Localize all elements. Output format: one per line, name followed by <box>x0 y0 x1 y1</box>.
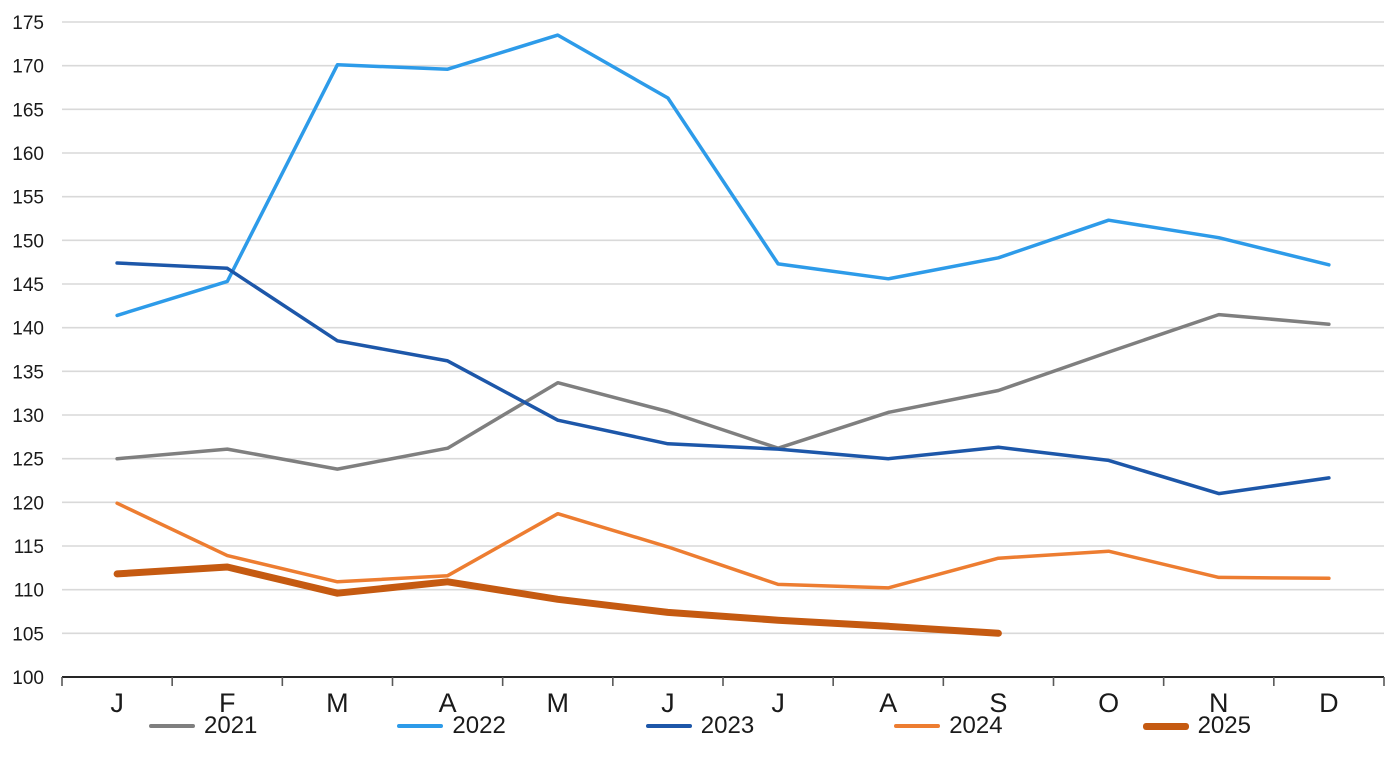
y-tick-label-135: 135 <box>12 362 44 383</box>
legend-label-2024: 2024 <box>949 712 1003 739</box>
legend-label-2022: 2022 <box>452 712 506 739</box>
legend-item-2022: 2022 <box>397 712 506 739</box>
y-tick-label-140: 140 <box>12 319 44 340</box>
x-month-label-9: S <box>989 688 1007 718</box>
x-month-label-6: J <box>661 688 675 718</box>
legend-label-2023: 2023 <box>700 712 755 739</box>
series-lines <box>113 33 1331 637</box>
series-line-2024 <box>115 501 1331 590</box>
x-month-label-3: M <box>326 688 349 718</box>
y-tick-label-125: 125 <box>12 450 44 471</box>
x-month-label-5: M <box>547 688 570 718</box>
x-month-label-4: A <box>439 688 457 718</box>
legend-swatch-2023 <box>645 724 692 728</box>
y-tick-label-170: 170 <box>12 57 44 78</box>
x-axis <box>61 676 1385 686</box>
legend-swatch-2021 <box>149 724 196 728</box>
legend-swatch-2024 <box>894 724 941 728</box>
y-tick-label-155: 155 <box>12 188 44 209</box>
y-tick-label-100: 100 <box>12 668 44 689</box>
y-tick-label-145: 145 <box>12 275 44 296</box>
legend-label-2025: 2025 <box>1197 712 1251 739</box>
y-tick-label-105: 105 <box>12 624 44 645</box>
legend-swatch-2022 <box>397 724 444 728</box>
x-month-label-1: J <box>110 688 124 718</box>
legend-item-2023: 2023 <box>645 712 755 739</box>
series-line-2022 <box>115 33 1331 318</box>
x-month-label-7: J <box>771 688 785 718</box>
legend-item-2025: 2025 <box>1142 712 1251 739</box>
y-tick-label-115: 115 <box>14 537 44 558</box>
x-month-label-11: N <box>1209 688 1229 718</box>
x-month-label-10: O <box>1098 688 1119 718</box>
y-axis-labels: 100 105 110 115 120 125 130 135 140 145 150 155 160 1… <box>12 13 44 689</box>
x-month-label-8: A <box>879 688 897 718</box>
legend-swatch-2025 <box>1142 722 1189 730</box>
y-tick-label-110: 110 <box>14 581 44 602</box>
y-tick-label-160: 160 <box>12 144 44 165</box>
series-line-2025 <box>113 563 1002 637</box>
series-line-2021 <box>115 312 1331 471</box>
chart-legend: 2021 2022 2023 2024 2025 <box>0 714 1400 738</box>
y-tick-label-150: 150 <box>12 231 44 252</box>
y-tick-label-130: 130 <box>12 406 44 427</box>
series-line-2023 <box>115 261 1331 496</box>
x-month-label-12: D <box>1319 688 1339 718</box>
y-tick-label-175: 175 <box>12 13 44 34</box>
y-tick-label-120: 120 <box>12 493 44 514</box>
x-month-label-2: F <box>219 688 236 718</box>
y-tick-label-165: 165 <box>12 100 44 121</box>
legend-label-2021: 2021 <box>204 712 258 739</box>
gridlines <box>62 21 1384 635</box>
legend-item-2021: 2021 <box>149 714 257 738</box>
legend-item-2024: 2024 <box>894 712 1003 739</box>
